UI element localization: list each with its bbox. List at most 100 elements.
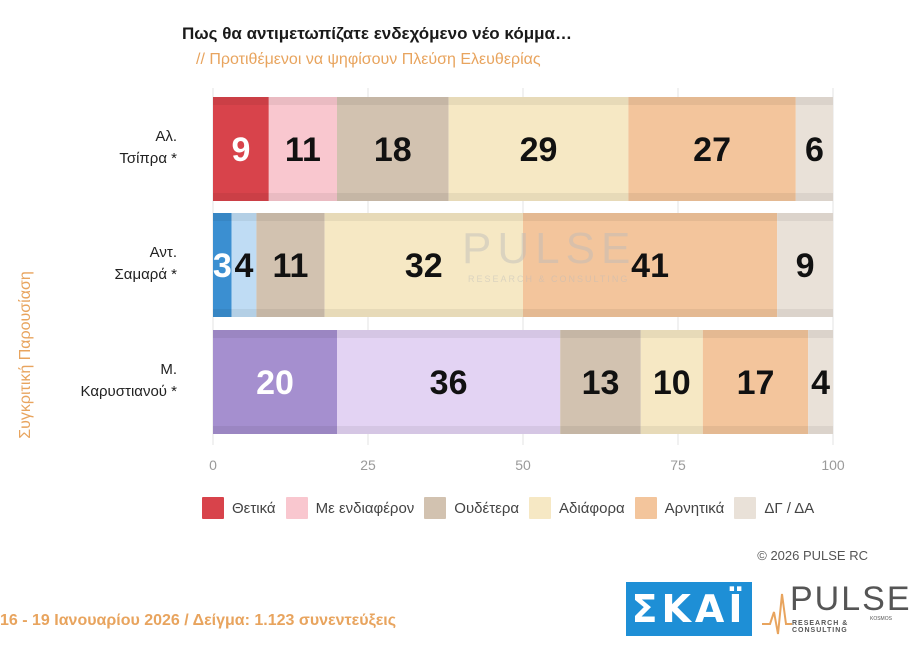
- bar-segment-shade: [268, 97, 337, 105]
- pulse-logo-word: PULSE: [790, 580, 912, 618]
- watermark: PULSE RESEARCH & CONSULTING: [462, 224, 636, 284]
- data-label: 32: [405, 247, 443, 285]
- bar-segment: [256, 213, 325, 317]
- bar-segment-shade: [231, 213, 257, 221]
- bar-segment-shade: [231, 309, 257, 317]
- data-label: 6: [805, 131, 824, 169]
- data-label: 13: [582, 364, 620, 402]
- data-label: 29: [520, 131, 558, 169]
- legend-swatch: [285, 497, 308, 519]
- bar-segment: [448, 97, 629, 201]
- data-label: 11: [273, 247, 309, 285]
- bar-segment-shade: [560, 426, 641, 434]
- bar-segment: [560, 330, 641, 434]
- data-label: 20: [256, 364, 294, 402]
- bar-segment: [777, 213, 833, 317]
- legend-label: ΔΓ / ΔΑ: [764, 499, 815, 517]
- category-label: Αντ.: [150, 244, 177, 261]
- legend-swatch: [734, 497, 757, 519]
- bar-segment-shade: [213, 330, 337, 338]
- bar-segment: [808, 330, 833, 434]
- bar-segment: [523, 213, 778, 317]
- watermark-sub: RESEARCH & CONSULTING: [468, 274, 630, 284]
- legend-swatch: [202, 497, 224, 519]
- legend-item: Αρνητικά: [634, 497, 725, 519]
- legend-swatch: [529, 497, 552, 519]
- legend-label: Θετικά: [232, 499, 276, 517]
- pulse-logo: PULSE KOSMOS RESEARCH & CONSULTING: [762, 580, 910, 638]
- bar-segment-shade: [256, 213, 325, 221]
- data-label: 4: [235, 247, 254, 285]
- category-label: Καρυστιανού *: [81, 383, 178, 400]
- bar-segment-shade: [808, 330, 833, 338]
- bar-segment: [337, 97, 449, 201]
- x-tick-label: 75: [670, 457, 686, 473]
- bar-segment-shade: [268, 193, 337, 201]
- bar-segment: [213, 213, 232, 317]
- data-label: 10: [653, 364, 691, 402]
- bar-segment: [213, 97, 269, 201]
- category-label: Σαμαρά *: [115, 266, 178, 283]
- pulse-wave-icon: [762, 593, 792, 635]
- x-tick-label: 50: [515, 457, 531, 473]
- legend-item: Θετικά: [202, 497, 276, 519]
- bar-segment-shade: [213, 97, 269, 105]
- bar-segment-shade: [777, 213, 833, 221]
- bar-segment-shade: [628, 97, 796, 105]
- bar-segment-shade: [777, 309, 833, 317]
- bar-segment-shade: [795, 97, 833, 105]
- bar-segment-shade: [640, 426, 703, 434]
- bar-segment-shade: [448, 193, 629, 201]
- watermark-word: PULSE: [462, 224, 637, 273]
- bar-segment-shade: [795, 193, 833, 201]
- x-tick-label: 100: [821, 457, 845, 473]
- category-label: Μ.: [160, 361, 177, 378]
- bar-segment: [640, 330, 703, 434]
- data-label: 4: [811, 364, 830, 402]
- legend-swatch: [634, 497, 657, 519]
- bar-segment-shade: [337, 97, 449, 105]
- legend-item: Ουδέτερα: [424, 497, 519, 519]
- pulse-logo-sub: RESEARCH & CONSULTING: [792, 620, 849, 634]
- data-label: 18: [374, 131, 412, 169]
- bar-segment-shade: [337, 426, 561, 434]
- data-label: 36: [430, 364, 468, 402]
- legend-label: Αδιάφορα: [559, 499, 625, 517]
- skai-logo: ΣΚΑΪ: [626, 582, 752, 636]
- bar-segment-shade: [640, 330, 703, 338]
- chart-subtitle: // Προτιθέμενοι να ψηφίσουν Πλεύση Ελευθ…: [196, 51, 541, 68]
- bar-segment-shade: [523, 213, 778, 221]
- bar-segment: [628, 97, 796, 201]
- data-label: 17: [737, 364, 775, 402]
- survey-footer: 16 - 19 Ιανουαρίου 2026 / Δείγμα: 1.123 …: [0, 612, 397, 629]
- copyright-text: © 2026 PULSE RC: [757, 548, 868, 563]
- legend-label: Ουδέτερα: [454, 499, 520, 517]
- bar-segment-shade: [213, 213, 232, 221]
- chart-title: Πως θα αντιμετωπίζατε ενδεχόμενο νέο κόμ…: [182, 24, 572, 43]
- bar-segment-shade: [256, 309, 325, 317]
- legend-item: Με ενδιαφέρον: [285, 497, 415, 519]
- category-label: Τσίπρα *: [119, 150, 177, 167]
- bar-segment-shade: [448, 97, 629, 105]
- legend-swatch: [424, 497, 447, 519]
- legend-label: Με ενδιαφέρον: [315, 499, 415, 517]
- x-tick-label: 0: [209, 457, 217, 473]
- data-label: 27: [693, 131, 731, 169]
- legend-item: ΔΓ / ΔΑ: [734, 497, 814, 519]
- bar-segment-shade: [213, 309, 232, 317]
- bar-segment-shade: [324, 213, 523, 221]
- pulse-logo-kosmos: KOSMOS: [870, 616, 892, 622]
- legend-label: Αρνητικά: [664, 499, 725, 517]
- bar-segment-shade: [560, 330, 641, 338]
- bar-segment-shade: [808, 426, 833, 434]
- bar-segment-shade: [523, 309, 778, 317]
- category-label: Αλ.: [155, 128, 177, 145]
- data-label: 9: [231, 131, 250, 169]
- bar-segment-shade: [213, 193, 269, 201]
- bar-segment: [702, 330, 809, 434]
- stacked-bar-chart: 0 25 50 75 100 Αλ. Τσίπρα * 9 11 18 29 27 6 Αντ. Σαμαρ…: [81, 88, 845, 473]
- bar-segment-shade: [337, 193, 449, 201]
- bar-segment-shade: [213, 426, 337, 434]
- data-label: 41: [631, 247, 669, 285]
- x-tick-label: 25: [360, 457, 376, 473]
